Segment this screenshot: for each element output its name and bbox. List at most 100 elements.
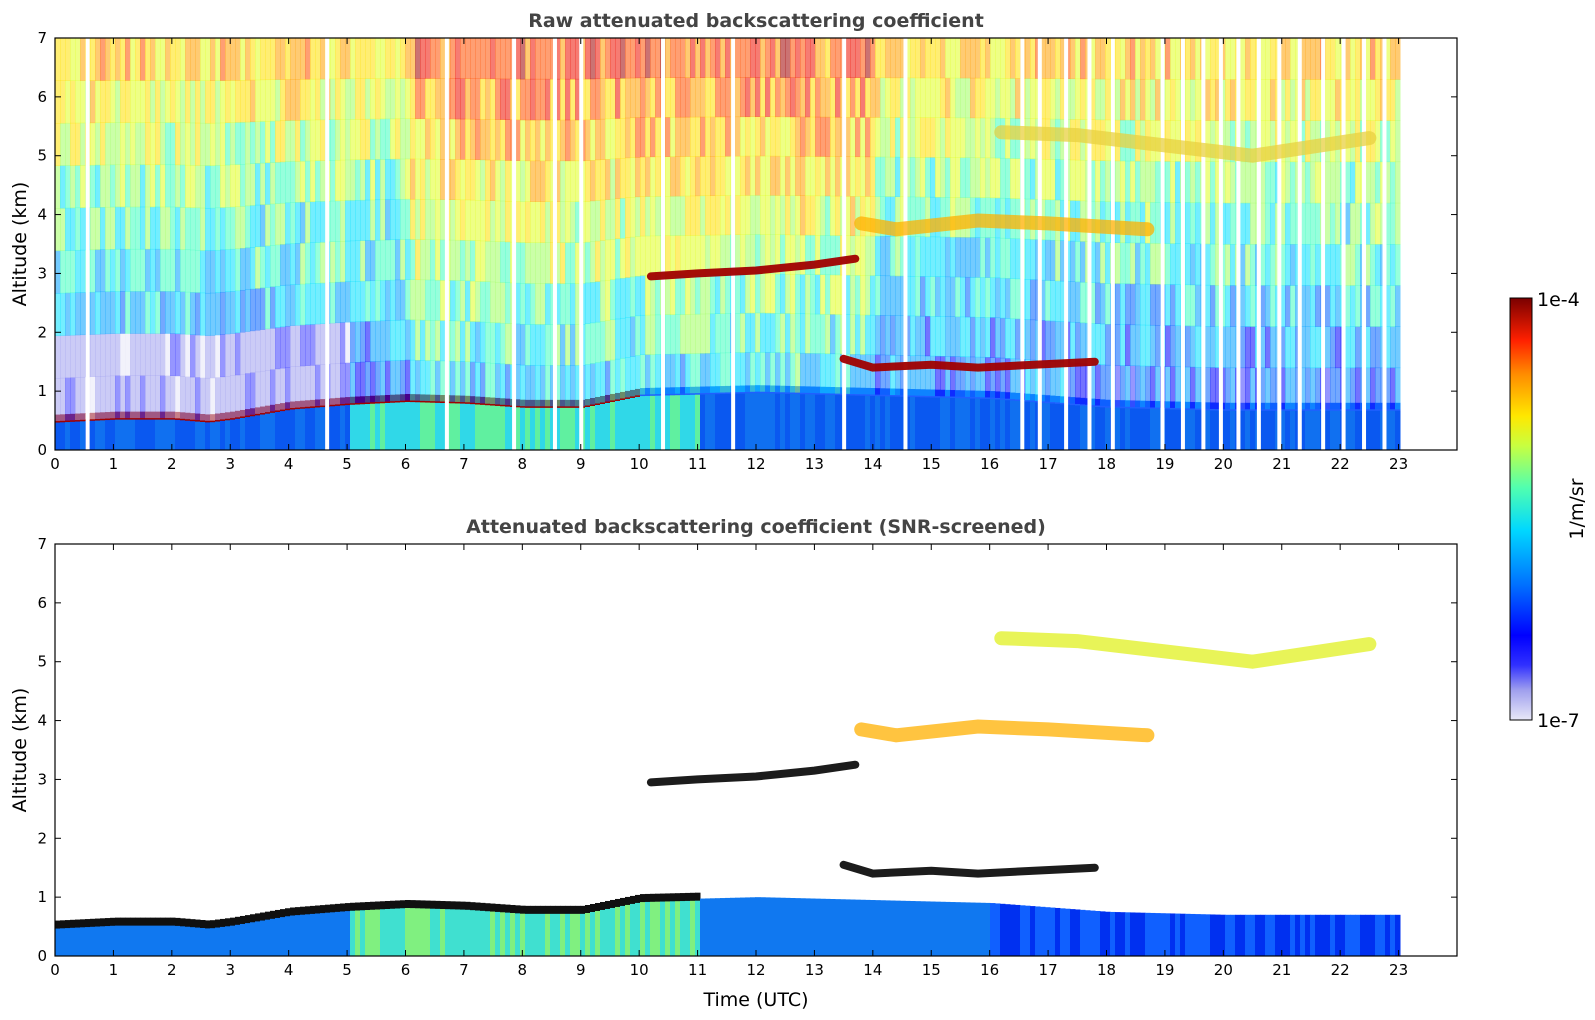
heatmap-column — [310, 38, 316, 450]
heatmap-column — [830, 899, 836, 956]
heatmap-column — [1300, 914, 1306, 956]
x-tick-label: 20 — [1214, 455, 1233, 473]
heatmap-column — [620, 38, 626, 450]
x-tick-label: 11 — [688, 961, 707, 979]
heatmap-column — [950, 38, 956, 450]
heatmap-column — [830, 38, 836, 450]
heatmap-column — [695, 892, 701, 956]
heatmap-column — [990, 38, 996, 450]
heatmap-column — [1105, 911, 1111, 956]
heatmap-column — [175, 38, 181, 450]
heatmap-column — [860, 899, 866, 956]
heatmap-column — [1350, 38, 1356, 450]
heatmap-column — [760, 38, 766, 450]
heatmap-column — [685, 892, 691, 956]
heatmap-column — [910, 901, 916, 956]
data-gap — [731, 38, 736, 450]
heatmap-column — [885, 38, 891, 450]
heatmap-column — [790, 38, 796, 450]
heatmap-column — [65, 920, 71, 956]
heatmap-column — [865, 38, 871, 450]
heatmap-column — [75, 919, 81, 956]
heatmap-column — [280, 909, 286, 956]
heatmap-column — [965, 38, 971, 450]
heatmap-column — [1325, 38, 1331, 450]
heatmap-column — [925, 901, 931, 956]
heatmap-column — [1090, 910, 1096, 956]
heatmap-column — [1265, 914, 1271, 956]
heatmap-column — [120, 917, 126, 956]
heatmap-column — [1310, 38, 1316, 450]
heatmap-column — [1165, 913, 1171, 956]
data-gap — [444, 38, 449, 450]
heatmap-column — [390, 900, 396, 956]
heatmap-column — [695, 38, 701, 450]
heatmap-column — [70, 919, 76, 956]
heatmap-column — [265, 911, 271, 956]
heatmap-column — [460, 901, 466, 956]
heatmap-column — [230, 38, 236, 450]
heatmap-column — [945, 38, 951, 450]
axis-ticks: 0 1 2 3 4 5 6 7 8 9 10 11 12 13 14 15 16 17 18 19 20 21 22 2301… — [37, 29, 1457, 473]
heatmap-column — [60, 38, 66, 450]
heatmap-column — [475, 902, 481, 956]
heatmap-column — [1395, 38, 1401, 450]
heatmap-column — [810, 898, 816, 956]
data-gap — [661, 38, 666, 450]
heatmap-column — [920, 38, 926, 450]
heatmap-column — [840, 899, 846, 956]
heatmap-column — [710, 38, 716, 450]
heatmap-column — [1140, 38, 1146, 450]
x-tick-label: 5 — [342, 455, 352, 473]
heatmap-column — [655, 38, 661, 450]
heatmap-column — [245, 38, 251, 450]
heatmap-column — [645, 893, 651, 956]
heatmap-column — [1215, 38, 1221, 450]
heatmap-column — [685, 38, 691, 450]
heatmap-column — [745, 897, 751, 956]
heatmap-column — [1275, 914, 1281, 956]
data-gap — [579, 38, 584, 450]
heatmap-column — [115, 917, 121, 956]
heatmap-column — [595, 902, 601, 956]
heatmap-column — [1330, 914, 1336, 956]
heatmap-column — [1265, 38, 1271, 450]
layer-aerosol-3.8-km — [854, 719, 1155, 743]
heatmap-column — [350, 902, 356, 956]
heatmap-column — [140, 917, 146, 956]
y-axis-label: Altitude (km) — [9, 688, 31, 813]
snr-screened-panel: Attenuated backscattering coefficient (S… — [9, 516, 1458, 1011]
heatmap-column — [300, 906, 306, 956]
heatmap-column — [780, 38, 786, 450]
heatmap-column — [850, 38, 856, 450]
heatmap-column — [655, 893, 661, 956]
heatmap-column — [450, 38, 456, 450]
heatmap-column — [180, 38, 186, 450]
heatmap-column — [825, 898, 831, 956]
y-tick-label: 5 — [37, 653, 47, 671]
heatmap-column — [485, 38, 491, 450]
colorbar: 1e-4 1e-7 1/m/sr — [1509, 289, 1588, 732]
heatmap-column — [1280, 914, 1286, 956]
data-gap — [1341, 38, 1346, 450]
heatmap-column — [1125, 912, 1131, 956]
x-tick-label: 21 — [1272, 455, 1291, 473]
heatmap-area — [55, 38, 1401, 450]
heatmap-column — [785, 38, 791, 450]
x-tick-label: 5 — [342, 961, 352, 979]
heatmap-column — [415, 900, 421, 956]
heatmap-column — [70, 38, 76, 450]
heatmap-column — [1375, 38, 1381, 450]
heatmap-column — [775, 897, 781, 956]
data-gap — [1201, 38, 1206, 450]
heatmap-column — [575, 38, 581, 450]
heatmap-column — [650, 893, 656, 956]
heatmap-column — [55, 38, 61, 450]
heatmap-column — [170, 917, 176, 956]
heatmap-column — [665, 38, 671, 450]
heatmap-column — [285, 38, 291, 450]
heatmap-column — [1040, 906, 1046, 956]
heatmap-column — [410, 38, 416, 450]
heatmap-column — [440, 38, 446, 450]
x-tick-label: 4 — [284, 455, 294, 473]
